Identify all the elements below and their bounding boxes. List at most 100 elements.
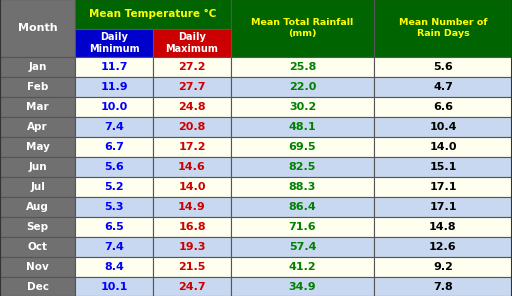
Bar	[153, 237, 231, 257]
Text: Feb: Feb	[27, 82, 48, 92]
Text: 48.1: 48.1	[289, 122, 316, 132]
Bar	[153, 277, 231, 296]
Text: 6.6: 6.6	[433, 102, 453, 112]
Bar	[75, 177, 153, 197]
Text: 9.2: 9.2	[433, 262, 453, 272]
Text: 6.7: 6.7	[104, 142, 124, 152]
Text: 5.2: 5.2	[104, 182, 124, 192]
Bar	[0, 0, 75, 57]
Bar	[374, 0, 512, 57]
Bar	[0, 197, 75, 217]
Text: 30.2: 30.2	[289, 102, 316, 112]
Bar	[0, 77, 75, 97]
Text: 10.0: 10.0	[100, 102, 127, 112]
Text: 34.9: 34.9	[289, 282, 316, 292]
Bar	[231, 57, 374, 77]
Text: 7.4: 7.4	[104, 122, 124, 132]
Text: 10.1: 10.1	[100, 282, 127, 292]
Text: 88.3: 88.3	[289, 182, 316, 192]
Bar	[0, 277, 75, 296]
Text: Mar: Mar	[26, 102, 49, 112]
Text: 4.7: 4.7	[433, 82, 453, 92]
Text: Oct: Oct	[28, 242, 48, 252]
Bar	[75, 217, 153, 237]
Text: Jan: Jan	[28, 62, 47, 72]
Text: 21.5: 21.5	[178, 262, 206, 272]
Text: 14.0: 14.0	[429, 142, 457, 152]
Text: Mean Number of
Rain Days: Mean Number of Rain Days	[399, 18, 487, 38]
Bar	[231, 117, 374, 137]
Text: 86.4: 86.4	[289, 202, 316, 212]
Bar	[75, 257, 153, 277]
Text: Daily
Maximum: Daily Maximum	[165, 32, 219, 54]
Text: 7.8: 7.8	[433, 282, 453, 292]
Bar	[374, 97, 512, 117]
Bar	[153, 57, 231, 77]
Text: 17.2: 17.2	[178, 142, 206, 152]
Bar	[75, 57, 153, 77]
Text: 14.8: 14.8	[429, 222, 457, 232]
Text: Sep: Sep	[27, 222, 49, 232]
Text: Dec: Dec	[27, 282, 49, 292]
Bar	[374, 57, 512, 77]
Bar	[153, 137, 231, 157]
Text: Aug: Aug	[26, 202, 49, 212]
Bar	[231, 97, 374, 117]
Bar	[0, 137, 75, 157]
Bar	[231, 277, 374, 296]
Text: Daily
Minimum: Daily Minimum	[89, 32, 139, 54]
Text: 22.0: 22.0	[289, 82, 316, 92]
Text: 24.8: 24.8	[178, 102, 206, 112]
Bar	[374, 157, 512, 177]
Bar	[231, 77, 374, 97]
Bar	[75, 117, 153, 137]
Text: 14.6: 14.6	[178, 162, 206, 172]
Bar	[75, 77, 153, 97]
Bar	[153, 197, 231, 217]
Text: 15.1: 15.1	[430, 162, 457, 172]
Bar	[0, 237, 75, 257]
Bar	[231, 257, 374, 277]
Text: 41.2: 41.2	[289, 262, 316, 272]
Text: Nov: Nov	[26, 262, 49, 272]
Text: 11.9: 11.9	[100, 82, 128, 92]
Bar	[0, 57, 75, 77]
Bar	[374, 237, 512, 257]
Text: Mean Temperature °C: Mean Temperature °C	[89, 9, 217, 19]
Text: Mean Total Rainfall
(mm): Mean Total Rainfall (mm)	[251, 18, 354, 38]
Text: 24.7: 24.7	[178, 282, 206, 292]
Bar	[153, 177, 231, 197]
Bar	[374, 137, 512, 157]
Bar	[231, 177, 374, 197]
Text: 8.4: 8.4	[104, 262, 124, 272]
Text: 71.6: 71.6	[289, 222, 316, 232]
Text: 11.7: 11.7	[100, 62, 128, 72]
Bar	[153, 157, 231, 177]
Bar	[374, 257, 512, 277]
Bar	[231, 217, 374, 237]
Bar	[75, 237, 153, 257]
Text: 69.5: 69.5	[289, 142, 316, 152]
Bar	[75, 277, 153, 296]
Text: 20.8: 20.8	[178, 122, 206, 132]
Text: 57.4: 57.4	[289, 242, 316, 252]
Bar	[231, 137, 374, 157]
Bar	[0, 257, 75, 277]
Bar	[374, 277, 512, 296]
Bar	[153, 29, 231, 57]
Text: 27.7: 27.7	[178, 82, 206, 92]
Bar	[374, 197, 512, 217]
Text: Jul: Jul	[30, 182, 45, 192]
Bar	[153, 117, 231, 137]
Text: 16.8: 16.8	[178, 222, 206, 232]
Bar	[0, 157, 75, 177]
Bar	[231, 157, 374, 177]
Bar	[75, 197, 153, 217]
Bar	[231, 197, 374, 217]
Text: 19.3: 19.3	[178, 242, 206, 252]
Text: 5.3: 5.3	[104, 202, 124, 212]
Text: 17.1: 17.1	[429, 202, 457, 212]
Bar	[153, 257, 231, 277]
Text: 17.1: 17.1	[429, 182, 457, 192]
Bar	[153, 97, 231, 117]
